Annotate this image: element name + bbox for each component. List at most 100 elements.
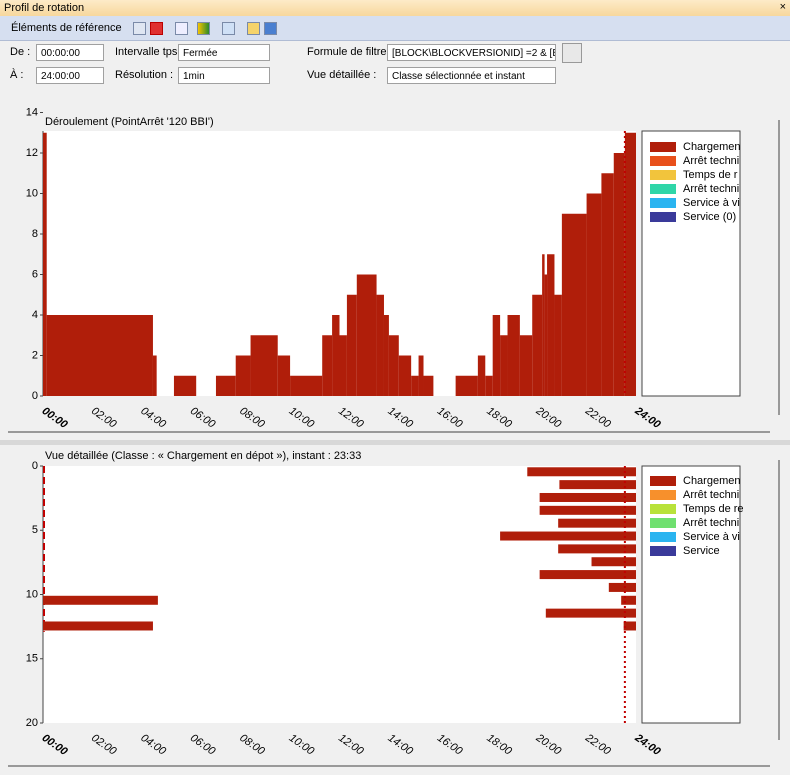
- legend-swatch: [650, 212, 676, 222]
- legend-label: Temps de re: [683, 503, 744, 515]
- bar: [376, 294, 384, 396]
- bar: [532, 294, 543, 396]
- bar: [545, 608, 636, 618]
- close-button[interactable]: ×: [779, 1, 786, 13]
- bar: [586, 193, 602, 396]
- bar: [277, 355, 291, 396]
- edit-button[interactable]: [562, 43, 582, 63]
- bar: [558, 518, 636, 528]
- chart-title: Déroulement (PointArrêt '120 BBI'): [45, 116, 214, 128]
- bar: [485, 375, 493, 396]
- legend-label: Arrêt techni: [683, 489, 739, 501]
- legend-swatch: [650, 504, 676, 514]
- bar: [624, 132, 636, 396]
- y-tick-label: 2: [32, 349, 38, 361]
- legend-label: Arrêt techni: [683, 517, 739, 529]
- input[interactable]: [BLOCK\BLOCKVERSIONID] =2 & [BLOCK: [387, 44, 556, 61]
- bar: [346, 294, 357, 396]
- x-tick-label: 12:00: [336, 732, 366, 758]
- bar: [250, 335, 278, 396]
- bar: [477, 355, 486, 396]
- select[interactable]: Classe sélectionnée et instant: [387, 67, 556, 84]
- legend-label: Service à vi: [683, 197, 740, 209]
- input[interactable]: 1min: [178, 67, 270, 84]
- icon[interactable]: [247, 22, 260, 35]
- y-tick-label: 0: [32, 390, 38, 402]
- bar: [411, 375, 419, 396]
- y-tick-label: 15: [26, 653, 38, 665]
- bar: [235, 355, 251, 396]
- y-tick-label: 8: [32, 228, 38, 240]
- bar: [554, 294, 562, 396]
- bar: [591, 557, 636, 567]
- window-title: Profil de rotation: [4, 2, 85, 14]
- legend-swatch: [650, 156, 676, 166]
- legend-swatch: [650, 490, 676, 500]
- label: Formule de filtre :: [307, 46, 393, 58]
- bar: [601, 173, 614, 396]
- bar: [507, 315, 520, 396]
- bar: [215, 375, 236, 396]
- icon[interactable]: [175, 22, 188, 35]
- icon[interactable]: [222, 22, 235, 35]
- bar: [613, 153, 625, 396]
- icon[interactable]: [150, 22, 163, 35]
- bar: [539, 505, 636, 515]
- label: Résolution :: [115, 69, 174, 81]
- bar: [388, 335, 399, 396]
- icon[interactable]: [197, 22, 210, 35]
- chart-title: Vue détaillée (Classe : « Chargement en …: [45, 450, 361, 462]
- bar: [544, 274, 548, 396]
- toolbar: [0, 16, 790, 41]
- bar: [455, 375, 478, 396]
- legend-swatch: [650, 170, 676, 180]
- icon[interactable]: [133, 22, 146, 35]
- bar: [339, 335, 347, 396]
- icon[interactable]: [264, 22, 277, 35]
- legend-swatch: [650, 532, 676, 542]
- legend-swatch: [650, 184, 676, 194]
- bar: [43, 621, 153, 631]
- bar: [542, 254, 545, 396]
- input[interactable]: 24:00:00: [36, 67, 104, 84]
- bar: [46, 315, 153, 396]
- x-tick-label: 14:00: [386, 732, 416, 758]
- y-tick-label: 12: [26, 147, 38, 159]
- bar: [43, 132, 47, 396]
- legend-label: Temps de r: [683, 169, 738, 181]
- select[interactable]: Fermée: [178, 44, 270, 61]
- bar: [173, 375, 197, 396]
- bar: [423, 375, 434, 396]
- x-tick-label: 10:00: [287, 732, 317, 758]
- bar: [418, 355, 424, 396]
- legend-label: Service (0): [683, 211, 736, 223]
- legend-swatch: [650, 476, 676, 486]
- bar: [559, 480, 636, 490]
- bar: [290, 375, 323, 396]
- legend-label: Service à vi: [683, 531, 740, 543]
- legend-label: Arrêt techni: [683, 155, 739, 167]
- bar: [539, 570, 636, 580]
- legend-swatch: [650, 546, 676, 556]
- x-tick-label: 02:00: [89, 732, 119, 758]
- y-tick-label: 4: [32, 309, 38, 321]
- splitter[interactable]: [0, 440, 790, 445]
- bar: [500, 531, 636, 541]
- bar: [539, 492, 636, 502]
- bar: [558, 544, 636, 554]
- x-tick-label: 24:00: [632, 731, 663, 758]
- title-bar: [0, 0, 790, 16]
- bar: [547, 254, 555, 396]
- input[interactable]: 00:00:00: [36, 44, 104, 61]
- legend-swatch: [650, 198, 676, 208]
- y-tick-label: 0: [32, 460, 38, 472]
- label: Vue détaillée :: [307, 69, 377, 81]
- bar: [398, 355, 412, 396]
- plot-bg: [43, 466, 636, 723]
- legend-swatch: [650, 518, 676, 528]
- reference-dropdown[interactable]: Éléments de référence: [11, 22, 122, 34]
- bar: [621, 595, 636, 605]
- bar: [332, 315, 340, 396]
